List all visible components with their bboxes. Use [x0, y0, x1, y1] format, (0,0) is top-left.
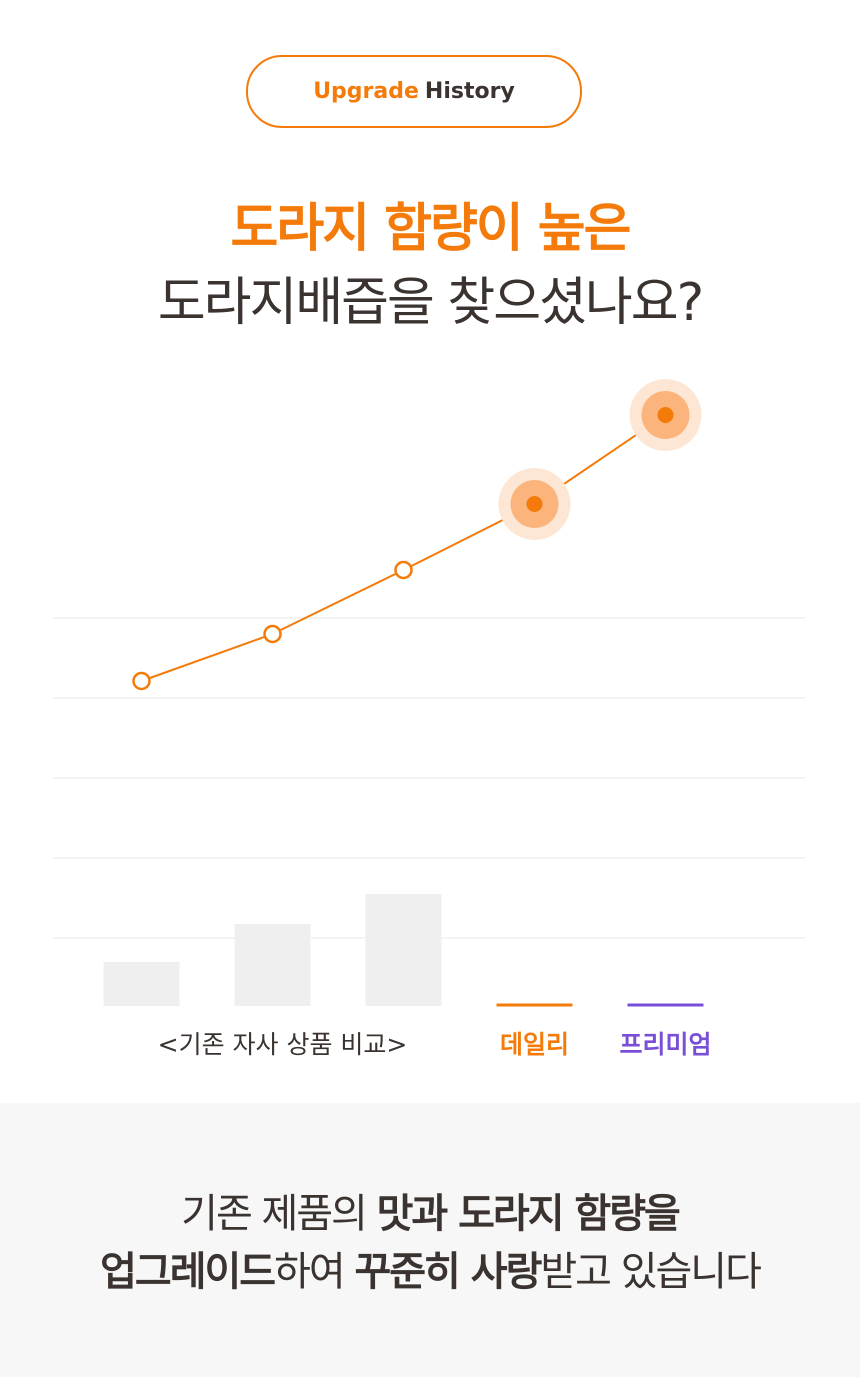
bar — [103, 962, 180, 1006]
footer-text: 하여 — [274, 1249, 355, 1295]
point — [526, 496, 543, 512]
footer-text: 업그레이드 — [100, 1249, 276, 1295]
footer-text: 꾸준히 사랑 — [354, 1249, 542, 1295]
footer-text: 맛과 도라지 함량을 — [376, 1191, 681, 1237]
point — [657, 407, 674, 423]
point — [132, 671, 151, 691]
group-label: <기존 자사 상품 비교> — [158, 1030, 408, 1059]
headline: 도라지배즙을 찾으셨나요? — [157, 273, 704, 333]
bar — [234, 924, 311, 1006]
badge: Upgrade History — [246, 55, 582, 128]
bar — [365, 894, 442, 1006]
line — [141, 414, 667, 682]
footer: 기존 제품의 맛과 도라지 함량을 업그레이드하여 꾸준히 사랑받고 있습니다 — [0, 1103, 860, 1377]
footer-line: 업그레이드하여 꾸준히 사랑받고 있습니다 — [0, 1239, 860, 1297]
category-label: 데일리 — [500, 1030, 569, 1059]
category-label: 프리미엄 — [619, 1030, 711, 1059]
headline: 도라지 함량이 높은 — [230, 199, 632, 259]
chart: 데일리 프리미엄 <기존 자사 상품 비교> — [53, 379, 805, 1059]
point — [394, 560, 413, 580]
badge-text: History — [424, 79, 515, 104]
point — [263, 624, 282, 644]
footer-text: 기존 제품의 — [181, 1191, 377, 1237]
footer-text: 받고 있습니다 — [540, 1249, 762, 1295]
badge-accent: Upgrade — [313, 79, 419, 104]
footer-line: 기존 제품의 맛과 도라지 함량을 — [0, 1181, 860, 1239]
